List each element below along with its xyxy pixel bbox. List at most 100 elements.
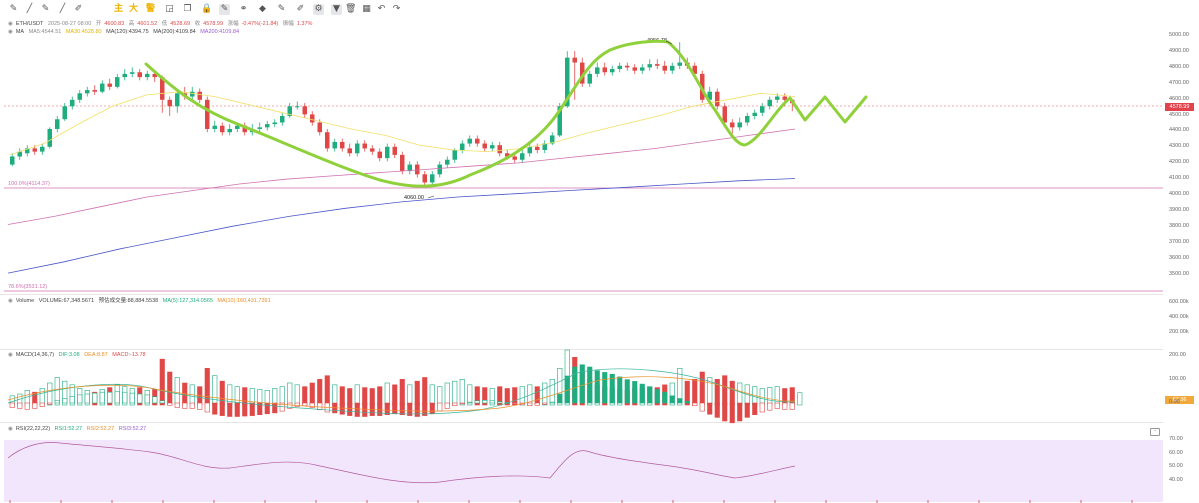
filter-icon[interactable]: ▼ xyxy=(331,4,342,15)
candle-body xyxy=(535,146,540,151)
line-icon[interactable]: ╱ xyxy=(26,4,33,14)
link-icon[interactable]: ⚭ xyxy=(239,4,248,14)
volume-bar xyxy=(249,388,255,406)
warning-label[interactable]: 警 xyxy=(145,4,155,14)
volume-tick-label: 400.00k xyxy=(1169,314,1189,320)
candle-body xyxy=(227,128,232,133)
candle-body xyxy=(580,62,585,84)
macd-bar xyxy=(497,401,503,404)
pencil-icon[interactable]: ✎ xyxy=(9,4,18,14)
macd-label[interactable]: MACD(14,36,7) xyxy=(15,352,55,358)
macd-bar xyxy=(647,386,653,404)
candle-body xyxy=(737,122,742,128)
visibility-icon[interactable]: ◉ xyxy=(8,29,13,35)
volume-bar xyxy=(242,387,248,406)
macd-bar xyxy=(744,402,750,418)
pen-icon[interactable]: ✎ xyxy=(219,4,230,15)
pane-separator-rsi[interactable] xyxy=(0,422,1163,423)
candle-body xyxy=(400,154,405,172)
macd-bar xyxy=(752,402,758,415)
macd-bar xyxy=(249,402,255,416)
macd-bar xyxy=(242,402,248,417)
marker-icon[interactable]: ✎ xyxy=(41,4,50,14)
rsi-tick-label: 70.00 xyxy=(1169,436,1183,442)
candle-body xyxy=(175,93,180,107)
macd-bar xyxy=(534,402,540,406)
volume-bar xyxy=(482,387,488,406)
macd-bar xyxy=(377,402,383,416)
macd-bar xyxy=(129,392,135,404)
macd-bar xyxy=(774,402,780,409)
price-tick-label: 4700.00 xyxy=(1169,79,1189,86)
layers-icon[interactable]: ◲ xyxy=(165,4,174,14)
lock-icon[interactable]: 🔒 xyxy=(201,4,213,14)
macd-visibility-icon[interactable]: ◉ xyxy=(8,352,13,358)
volume-ma10: MA(10):160,431.7391 xyxy=(217,298,271,304)
candle-body xyxy=(557,106,562,136)
edit-icon[interactable]: ✎ xyxy=(277,4,286,14)
candle-body xyxy=(475,138,480,144)
ma5-value: MA5:4544.51 xyxy=(28,29,62,35)
macd-bar xyxy=(159,400,165,404)
brush-icon[interactable]: ✐ xyxy=(74,4,83,14)
volume-bar xyxy=(459,379,465,406)
volume-bar xyxy=(39,388,45,406)
price-tick-label: 4000.00 xyxy=(1169,191,1189,197)
volume-bar xyxy=(302,386,308,406)
candle-datetime: 2025-08-27 08:00 xyxy=(47,21,92,27)
macd-bar xyxy=(339,402,345,415)
candle-body xyxy=(407,164,412,172)
macd-value: MACD:-13.78 xyxy=(112,352,146,358)
redo-icon[interactable]: ↷ xyxy=(392,4,401,14)
pane-separator-macd[interactable] xyxy=(0,349,1163,350)
trend-annotation-stroke xyxy=(144,39,868,188)
volume-legend: ◉ Volume VOLUME:67,348.5671 预估成交量:88,884.… xyxy=(8,298,274,305)
volume-bar xyxy=(212,375,218,406)
undo-icon[interactable]: ↶ xyxy=(377,4,386,14)
brush2-icon[interactable]: ✐ xyxy=(296,4,305,14)
trash-icon[interactable]: 🗑 xyxy=(345,4,357,14)
settings-icon[interactable]: ⚙ xyxy=(313,4,324,15)
pane-collapse-button[interactable]: ⌃ xyxy=(1150,428,1160,436)
eraser-icon[interactable]: ◆ xyxy=(259,4,266,14)
calendar-icon[interactable]: ▦ xyxy=(362,4,371,14)
volume-label[interactable]: Volume xyxy=(15,298,35,304)
symbol-label[interactable]: ETH/USDT xyxy=(15,21,44,27)
rsi-label[interactable]: RSI(22,22,22) xyxy=(15,426,51,432)
candle-body xyxy=(550,135,555,144)
candle-body xyxy=(242,125,247,133)
candle-body xyxy=(617,65,622,70)
macd-bar xyxy=(99,391,105,404)
candle-body xyxy=(775,96,780,100)
symbol-icon[interactable]: ◉ xyxy=(8,21,13,27)
macd-bar xyxy=(392,402,398,415)
main-force-label[interactable]: 主 xyxy=(113,4,123,14)
macd-bar xyxy=(144,394,150,404)
copy-icon[interactable]: ❐ xyxy=(183,4,192,14)
volume-bar xyxy=(677,368,683,406)
volume-bar xyxy=(407,384,413,406)
large-label[interactable]: 大 xyxy=(128,4,138,14)
volume-estimate: 预估成交量:88,884.5538 xyxy=(98,298,159,304)
candle-body xyxy=(287,106,292,116)
volume-bar xyxy=(272,388,278,406)
macd-bar xyxy=(527,402,533,407)
price-tick-label: 4600.00 xyxy=(1169,95,1189,102)
price-tick-label: 3900.00 xyxy=(1169,206,1189,213)
candle-body xyxy=(10,156,15,165)
candle-body xyxy=(692,65,697,74)
ruler-icon[interactable]: ╱ xyxy=(59,4,66,14)
volume-bar xyxy=(557,368,563,406)
rsi-visibility-icon[interactable]: ◉ xyxy=(8,426,13,432)
change-label: 涨幅 xyxy=(227,21,239,27)
macd-bar xyxy=(429,402,435,415)
fib-786-label: 78.6%(3531.12) xyxy=(8,284,48,290)
pane-separator-volume[interactable] xyxy=(0,294,1163,295)
volume-bar xyxy=(354,384,360,406)
macd-bar xyxy=(654,389,660,404)
macd-bar xyxy=(32,402,38,409)
ma-label[interactable]: MA xyxy=(15,29,25,35)
volume-visibility-icon[interactable]: ◉ xyxy=(8,298,13,304)
volume-bar xyxy=(174,377,180,406)
